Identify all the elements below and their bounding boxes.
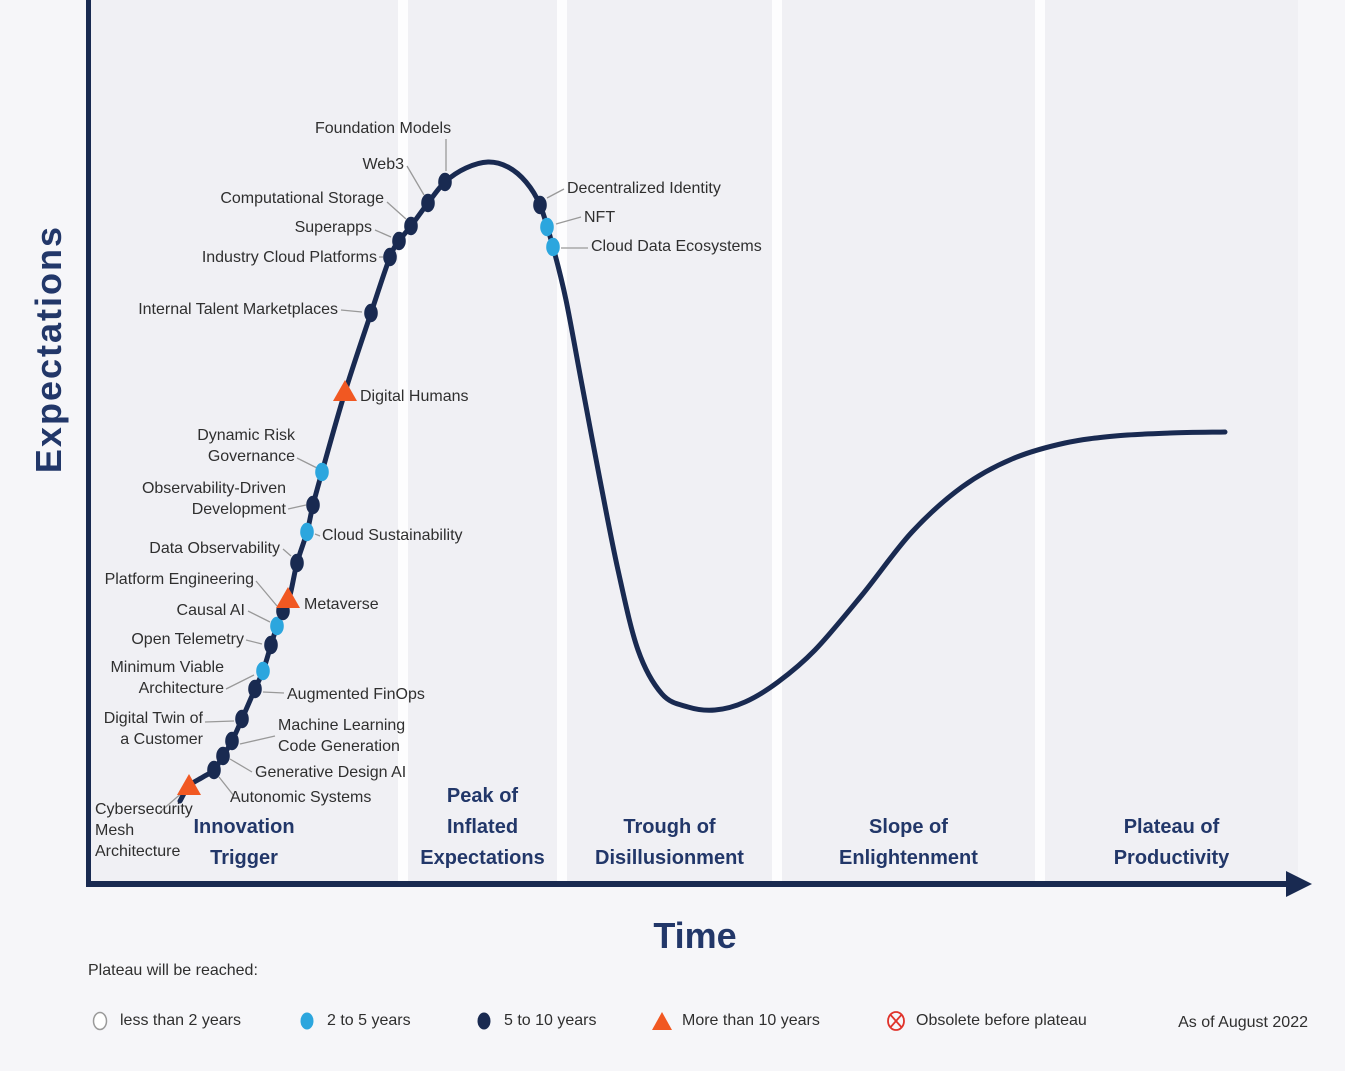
legend-item-5-to-10-years: 5 to 10 years xyxy=(472,1006,597,1036)
decentralized-identity-label: Decentralized Identity xyxy=(567,180,721,197)
less-than-2-years-icon xyxy=(92,1011,108,1031)
autonomic-systems-marker xyxy=(207,760,221,780)
minimum-viable-architecture-label: Minimum Viable Architecture xyxy=(110,659,224,697)
legend-heading: Plateau will be reached: xyxy=(88,962,258,979)
open-telemetry-label: Open Telemetry xyxy=(131,631,244,648)
phase-label-peak-of-inflated-expectations: Peak of Inflated Expectations xyxy=(420,785,545,869)
band-trough-of-disillusionment xyxy=(567,0,772,884)
web3-marker xyxy=(421,193,435,213)
machine-learning-code-generation-marker xyxy=(225,731,239,751)
autonomic-systems-label: Autonomic Systems xyxy=(230,789,371,806)
band-innovation-trigger xyxy=(90,0,398,884)
superapps-marker xyxy=(392,231,406,251)
foundation-models-label: Foundation Models xyxy=(315,120,451,137)
digital-humans-marker xyxy=(333,380,357,401)
causal-ai-label: Causal AI xyxy=(177,602,245,619)
platform-engineering-leader-line xyxy=(255,580,278,607)
machine-learning-code-generation-label: Machine Learning Code Generation xyxy=(278,717,405,755)
digital-twin-of-a-customer-leader-line xyxy=(204,720,235,723)
augmented-finops-label: Augmented FinOps xyxy=(287,686,425,703)
platform-engineering-label: Platform Engineering xyxy=(105,571,254,588)
y-axis-label: Expectations xyxy=(28,225,69,474)
nft-marker xyxy=(540,217,554,237)
2-to-5-years-icon xyxy=(300,1012,314,1030)
dynamic-risk-governance-label: Dynamic Risk Governance xyxy=(197,427,296,465)
cybersecurity-mesh-architecture-marker xyxy=(177,774,201,795)
industry-cloud-platforms-label: Industry Cloud Platforms xyxy=(202,249,377,266)
legend-item-obsolete: Obsolete before plateau xyxy=(884,1006,1087,1036)
computational-storage-marker xyxy=(404,216,418,236)
x-axis-label: Time xyxy=(653,915,737,956)
metaverse-label: Metaverse xyxy=(304,596,379,613)
5-to-10-years-icon xyxy=(477,1012,491,1030)
causal-ai-marker xyxy=(270,616,284,636)
data-observability-label: Data Observability xyxy=(149,540,280,557)
open-telemetry-leader-line xyxy=(245,639,263,645)
nft-leader-line xyxy=(555,216,582,225)
industry-cloud-platforms-marker xyxy=(383,247,397,267)
machine-learning-code-generation-leader-line xyxy=(239,735,276,745)
band-peak-of-inflated-expectations xyxy=(408,0,557,884)
band-plateau-of-productivity xyxy=(1045,0,1298,884)
decentralized-identity-marker xyxy=(533,195,547,215)
observability-driven-development-marker xyxy=(306,495,320,515)
band-slope-of-enlightenment xyxy=(782,0,1035,884)
cloud-sustainability-leader-line xyxy=(314,533,321,537)
internal-talent-marketplaces-label: Internal Talent Marketplaces xyxy=(138,301,338,318)
generative-design-ai-leader-line xyxy=(229,758,253,773)
legend-item-more-than-10-years: More than 10 years xyxy=(650,1006,820,1036)
web3-label: Web3 xyxy=(362,156,404,173)
phase-label-slope-of-enlightenment: Slope of Enlightenment xyxy=(839,816,978,869)
digital-twin-of-a-customer-marker xyxy=(235,709,249,729)
cloud-sustainability-marker xyxy=(300,522,314,542)
open-telemetry-marker xyxy=(264,635,278,655)
computational-storage-leader-line xyxy=(386,201,407,220)
x-axis-arrow-icon xyxy=(1286,871,1312,897)
more-than-10-years-icon xyxy=(652,1012,672,1030)
as-of-label: As of August 2022 xyxy=(1178,1014,1308,1031)
internal-talent-marketplaces-marker xyxy=(364,303,378,323)
observability-driven-development-label: Observability-Driven Development xyxy=(142,480,287,518)
phase-label-plateau-of-productivity: Plateau of Productivity xyxy=(1113,816,1230,869)
digital-twin-of-a-customer-label: Digital Twin of a Customer xyxy=(104,710,204,748)
legend-item-2-to-5-years: 2 to 5 years xyxy=(295,1006,411,1036)
dynamic-risk-governance-marker xyxy=(315,462,329,482)
cloud-sustainability-label: Cloud Sustainability xyxy=(322,527,463,544)
minimum-viable-architecture-marker xyxy=(256,661,270,681)
cloud-data-ecosystems-marker xyxy=(546,237,560,257)
phase-label-trough-of-disillusionment: Trough of Disillusionment xyxy=(595,816,744,869)
observability-driven-development-leader-line xyxy=(287,504,307,510)
metaverse-marker xyxy=(276,587,300,608)
autonomic-systems-leader-line xyxy=(218,776,235,797)
augmented-finops-leader-line xyxy=(262,691,285,694)
generative-design-ai-marker xyxy=(216,746,230,766)
computational-storage-label: Computational Storage xyxy=(220,190,384,207)
augmented-finops-marker xyxy=(248,679,262,699)
obsolete-icon xyxy=(887,1011,905,1031)
foundation-models-marker xyxy=(438,172,452,192)
y-axis-line xyxy=(86,0,91,886)
web3-leader-line xyxy=(406,165,425,196)
data-observability-marker xyxy=(290,553,304,573)
superapps-label: Superapps xyxy=(295,219,372,236)
dynamic-risk-governance-leader-line xyxy=(296,457,318,469)
legend-item-less-than-2-years: less than 2 years xyxy=(88,1006,241,1036)
digital-humans-label: Digital Humans xyxy=(360,388,468,405)
cybersecurity-mesh-architecture-label: Cybersecurity Mesh Architecture xyxy=(95,801,193,860)
x-axis-line xyxy=(86,881,1288,887)
minimum-viable-architecture-leader-line xyxy=(225,674,255,690)
cloud-data-ecosystems-label: Cloud Data Ecosystems xyxy=(591,238,762,255)
generative-design-ai-label: Generative Design AI xyxy=(255,764,406,781)
causal-ai-leader-line xyxy=(247,610,271,623)
nft-label: NFT xyxy=(584,209,615,226)
superapps-leader-line xyxy=(374,229,392,238)
data-observability-leader-line xyxy=(282,548,292,557)
decentralized-identity-leader-line xyxy=(546,188,565,199)
internal-talent-marketplaces-leader-line xyxy=(340,309,363,313)
phase-label-innovation-trigger: Innovation Trigger xyxy=(193,816,295,869)
